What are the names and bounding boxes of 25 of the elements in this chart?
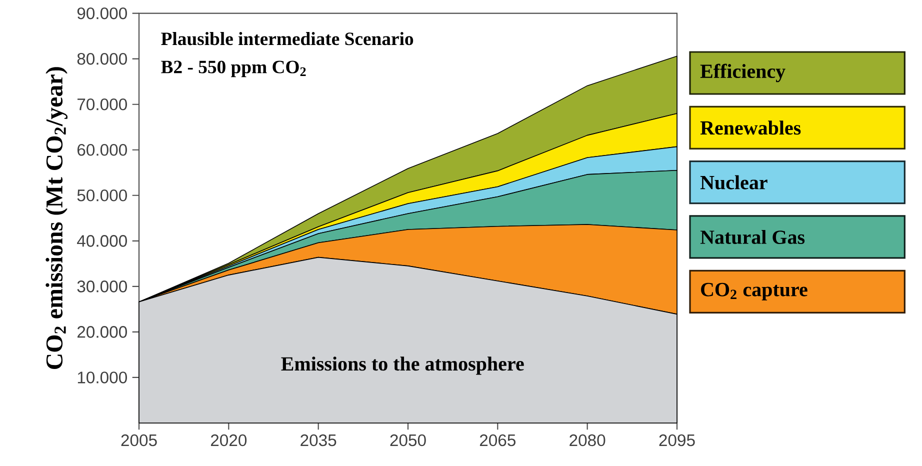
series-label: Nuclear xyxy=(700,175,768,190)
x-tick-label: 2095 xyxy=(659,434,695,446)
y-tick-label: 50.000 xyxy=(77,190,127,202)
annotation: Emissions to the atmosphere xyxy=(281,356,524,375)
series-label: CO$_{2}$ capture xyxy=(701,282,808,300)
x-tick-label: 2020 xyxy=(210,434,247,446)
y-tick-label: 60.000 xyxy=(77,144,127,156)
y-tick-label: 40.000 xyxy=(77,235,127,247)
text: B2 - 550 ppm CO$_{2}$ xyxy=(161,60,306,78)
x-tick-label: 2005 xyxy=(121,434,157,446)
y-tick-label: 80.000 xyxy=(77,52,127,65)
y-tick-label: 20.000 xyxy=(77,326,127,338)
y-tick-label: 70.000 xyxy=(78,98,127,110)
x-tick-label: 2050 xyxy=(390,434,426,446)
y-tick-label: 30.000 xyxy=(77,280,127,292)
x-tick-label: 2035 xyxy=(300,434,336,446)
text: Plausible intermediate Scenario xyxy=(161,32,414,46)
series-label: Natural Gas xyxy=(700,230,805,244)
y-tick-label: 10.000 xyxy=(78,372,127,384)
series-label: Efficiency xyxy=(700,64,786,82)
x-tick-label: 2080 xyxy=(570,434,606,446)
series-label: Renewables xyxy=(700,120,801,135)
y-tick-label: 90.000 xyxy=(77,7,127,20)
y-axis-title: CO$_{2}$ emissions (Mt CO$_{2}$/year) xyxy=(46,67,68,370)
x-tick-label: 2065 xyxy=(480,434,516,446)
